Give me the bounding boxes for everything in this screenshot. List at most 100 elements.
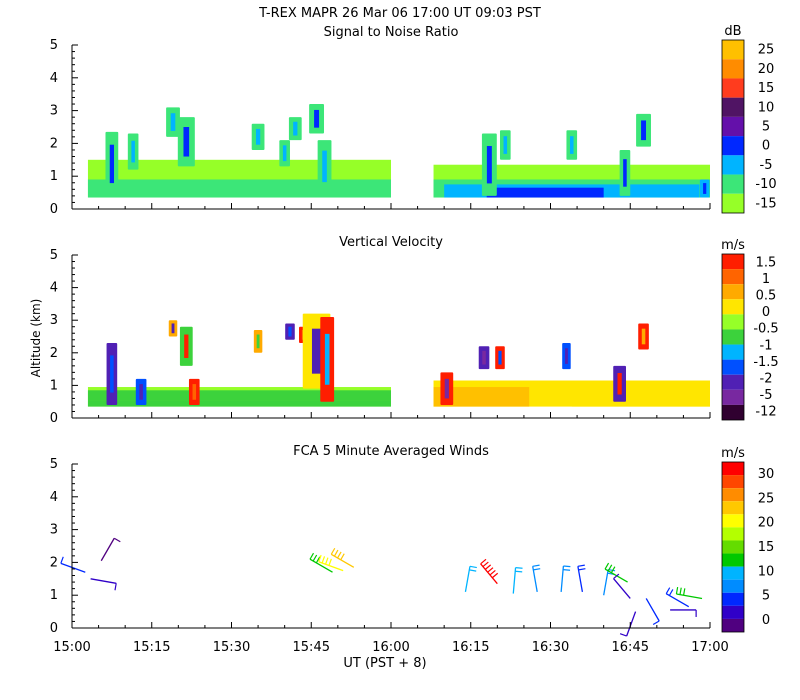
- echo-core: [183, 127, 190, 157]
- y-tick-label: 0: [50, 621, 58, 636]
- barb-flag: [515, 567, 523, 569]
- y-tick-label: 1: [50, 169, 58, 184]
- colorbar-label: -10: [755, 177, 776, 192]
- data-band: [571, 382, 710, 407]
- barb-flag: [482, 561, 489, 568]
- barb-staff: [560, 565, 565, 592]
- colorbar-label: 1: [762, 272, 770, 287]
- colorbar-swatch: [722, 579, 744, 593]
- x-tick-label: 15:15: [133, 640, 170, 655]
- x-axis-label: UT (PST + 8): [343, 656, 426, 671]
- y-tick-label: 0: [50, 202, 58, 217]
- wind-barb: [645, 598, 660, 626]
- barb-flag: [665, 587, 671, 594]
- colorbar-label: 1.5: [756, 255, 777, 270]
- data-band: [433, 387, 530, 407]
- colorbar-swatch: [722, 314, 744, 330]
- echo-core: [617, 373, 622, 395]
- colorbar-swatch: [722, 269, 744, 285]
- echo-core: [565, 348, 568, 364]
- barb-staff: [512, 567, 517, 594]
- echo-core: [314, 109, 320, 128]
- x-tick-label: 15:30: [213, 640, 250, 655]
- echo-core: [703, 183, 707, 194]
- colorbar-label: 5: [762, 120, 770, 135]
- panel-title: FCA 5 Minute Averaged Winds: [293, 444, 489, 459]
- barb-staff: [330, 553, 355, 568]
- panel-3: FCA 5 Minute Averaged Winds 0 1 2 3 4 5 15:00 15…: [50, 444, 775, 655]
- barb-flag: [652, 620, 660, 626]
- wind-barb: [90, 578, 117, 591]
- wind-barb: [480, 558, 499, 585]
- barb-staff: [318, 561, 344, 572]
- wind-barb: [613, 573, 631, 599]
- x-tick-label: 15:00: [53, 640, 90, 655]
- echo-core: [139, 384, 143, 400]
- data-band: [486, 187, 604, 198]
- barb-flag: [619, 633, 627, 637]
- barb-staff: [480, 563, 498, 585]
- colorbar-swatch: [722, 514, 744, 528]
- barb-flag: [533, 568, 541, 571]
- echo-core: [288, 326, 292, 337]
- barb-flag: [328, 558, 332, 566]
- colorbar-swatch: [722, 254, 744, 270]
- y-tick-label: 4: [50, 490, 58, 505]
- wind-barb: [670, 609, 697, 617]
- echo-core: [322, 150, 327, 183]
- colorbar-frame: [721, 39, 745, 214]
- barb-flag: [469, 569, 477, 572]
- colorbar-swatch: [722, 618, 744, 632]
- barb-flag: [487, 567, 494, 573]
- colorbar-label: -2: [760, 372, 773, 387]
- wind-barb: [309, 552, 333, 573]
- data-gap: [391, 45, 434, 209]
- barb-staff: [626, 611, 637, 637]
- y-tick-label: 3: [50, 104, 58, 119]
- barb-flag: [340, 553, 345, 561]
- wind-barb: [675, 586, 703, 600]
- x-tick-label: 16:00: [372, 640, 409, 655]
- barb-staff: [645, 598, 660, 622]
- y-axis-label: Altitude (km): [29, 299, 43, 378]
- colorbar-label: 20: [758, 516, 775, 531]
- barb-flag: [113, 537, 121, 543]
- barb-flag: [604, 562, 610, 570]
- barb-flag: [337, 551, 342, 559]
- y-tick-label: 3: [50, 313, 58, 328]
- colorbar-label: -0.5: [753, 322, 778, 337]
- colorbar-label: -1: [760, 338, 773, 353]
- echo-core: [324, 333, 330, 385]
- colorbar-label: 15: [758, 81, 775, 96]
- echo-core: [255, 128, 261, 145]
- colorbar-swatch: [722, 116, 744, 137]
- echo-core: [569, 136, 574, 154]
- colorbar-label: 0: [762, 613, 770, 628]
- colorbar-swatch: [722, 40, 744, 60]
- barb-flag: [321, 556, 326, 564]
- echo-core: [482, 350, 486, 365]
- y-tick-label: 2: [50, 346, 58, 361]
- colorbar-label: 25: [758, 43, 775, 58]
- y-tick-label: 5: [50, 248, 58, 263]
- barb-flag: [318, 554, 322, 562]
- y-tick-label: 3: [50, 523, 58, 538]
- colorbar-swatch: [722, 344, 744, 360]
- echo-core: [110, 355, 114, 393]
- colorbar-swatch: [722, 155, 744, 175]
- colorbar-label: -12: [755, 405, 776, 420]
- echo-core: [623, 159, 627, 187]
- barb-flag: [60, 556, 64, 564]
- colorbar-label: 20: [758, 62, 775, 77]
- colorbar-swatch: [722, 605, 744, 619]
- y-tick-label: 0: [50, 411, 58, 426]
- colorbar-swatch: [722, 97, 744, 117]
- data-band: [87, 400, 391, 407]
- echo-core: [444, 378, 449, 399]
- barb-flag: [489, 569, 496, 576]
- colorbar-frame: [721, 461, 745, 633]
- colorbar-unit: m/s: [721, 446, 745, 461]
- colorbar-swatch: [722, 592, 744, 606]
- panel-1: Signal to Noise Ratio 0 1 2 3 4 5 dB 25 20 15 10 5 0 -…: [50, 24, 777, 217]
- colorbar-label: -1.5: [753, 355, 778, 370]
